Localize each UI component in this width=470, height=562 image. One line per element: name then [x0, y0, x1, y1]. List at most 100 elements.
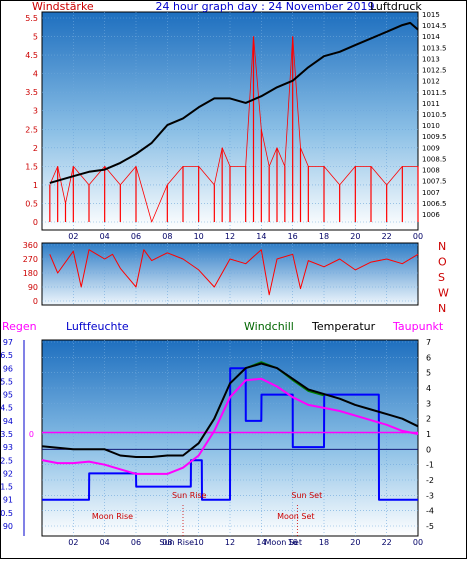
pressure-tick-label: 1013	[422, 55, 440, 63]
temperature-tick-label: 2	[426, 415, 431, 424]
time-tick-label: 18	[319, 538, 329, 547]
temperature-tick-label: 1	[426, 430, 431, 439]
temperature-tick-label: 0	[426, 445, 431, 454]
wind-force-tick-label: 0.5	[25, 199, 38, 208]
windchill-label: Windchill	[244, 320, 294, 333]
pressure-axis-title: Luftdruck	[370, 0, 422, 13]
humidity-tick-label: 93.5	[0, 430, 13, 439]
pressure-tick-label: 1010	[422, 122, 440, 130]
wind-direction-tick-label: 180	[23, 269, 38, 278]
humidity-tick-label: 95	[3, 391, 13, 400]
wind-force-tick-label: 1	[33, 181, 38, 190]
compass-label: W	[438, 287, 449, 300]
pressure-tick-label: 1014	[422, 33, 440, 41]
time-tick-label: 10	[194, 232, 204, 241]
time-tick-label: 20	[350, 232, 360, 241]
wind-force-tick-label: 4	[33, 70, 38, 79]
rain-axis-tick: 0	[29, 430, 34, 439]
compass-label: N	[438, 240, 446, 253]
time-tick-label: 16	[288, 232, 298, 241]
time-tick-label: 22	[382, 232, 392, 241]
temperature-label: Temperatur	[311, 320, 376, 333]
pressure-tick-label: 1015	[422, 11, 440, 19]
sun-moon-label: Sun Rise	[172, 491, 207, 500]
wind-pressure-time-axis: 02 04 06 08 10 12 14 16 18 20 22 00	[68, 232, 423, 241]
wind-direction-tick-label: 90	[28, 283, 38, 292]
humidity-tick-label: 97	[3, 338, 13, 347]
pressure-tick-label: 1012.5	[422, 67, 447, 75]
time-tick-label: 04	[100, 232, 110, 241]
temperature-tick-label: -4	[426, 507, 434, 516]
rain-label: Regen	[2, 320, 37, 333]
wind-direction-axis: 0 90 180 270 360	[23, 241, 38, 306]
time-tick-label: 06	[131, 232, 141, 241]
time-tick-label: 10	[194, 538, 204, 547]
humidity-tick-label: 91	[3, 496, 13, 505]
pressure-tick-label: 1009.5	[422, 133, 447, 141]
pressure-tick-label: 1011.5	[422, 89, 447, 97]
wind-force-tick-label: 4.5	[25, 51, 38, 60]
wind-force-tick-label: 5.5	[25, 14, 38, 23]
compass-label: N	[438, 302, 446, 315]
time-tick-label: 08	[162, 538, 172, 547]
wind-force-line	[49, 36, 418, 223]
sun-moon-label: Moon Set	[277, 512, 314, 521]
wind-pressure-marks	[49, 21, 419, 223]
temperature-tick-label: -5	[426, 522, 434, 531]
wind-force-tick-label: 0	[33, 218, 38, 227]
temperature-tick-label: -1	[426, 461, 434, 470]
time-tick-label: 02	[68, 538, 78, 547]
pressure-tick-label: 1007.5	[422, 178, 447, 186]
humidity-tick-label: 95.5	[0, 377, 13, 386]
wind-direction-line	[49, 249, 419, 296]
humidity-axis: 97 96.5 96 95.5 95 94.5 94 93.5 93 92.5 92 91.5 91 90…	[0, 338, 25, 536]
wind-force-tick-label: 2.5	[25, 125, 38, 134]
temperature-tick-label: 5	[426, 369, 431, 378]
sun-moon-label: Moon Rise	[92, 512, 133, 521]
pressure-tick-label: 1014.5	[422, 22, 447, 30]
time-tick-label: 04	[100, 538, 110, 547]
pressure-tick-label: 1007	[422, 189, 440, 197]
temperature-marks	[41, 361, 419, 501]
wind-force-axis-title: Windstärke	[32, 0, 94, 13]
time-tick-label: 22	[382, 538, 392, 547]
humidity-tick-label: 92	[3, 469, 13, 478]
wind-force-tick-label: 1.5	[25, 162, 38, 171]
humidity-tick-label: 92.5	[0, 456, 13, 465]
temperature-tick-label: 6	[426, 353, 431, 362]
sun-moon-annotations: Sun Rise Sun Set Moon Rise Moon Set Sun Rise…	[92, 491, 322, 547]
sun-moon-label: Sun Set	[291, 491, 322, 500]
time-tick-label: 12	[225, 538, 235, 547]
wind-direction-tick-label: 0	[33, 297, 38, 306]
humidity-label: Luftfeuchte	[66, 320, 129, 333]
pressure-tick-label: 1013.5	[422, 44, 447, 52]
time-tick-label: 14	[256, 538, 266, 547]
wind-force-tick-label: 5	[33, 33, 38, 42]
pressure-axis: 1006 1006.5 1007 1007.5 1008 1008.5 1009 1009.5…	[422, 11, 447, 219]
time-tick-label: 12	[225, 232, 235, 241]
temperature-axis: 7 6 5 4 3 2 1 0 -1 -2 -3 -4 -5	[426, 338, 434, 531]
wind-force-tick-label: 3	[33, 107, 38, 116]
sun-moon-label: Moon Set	[265, 538, 302, 547]
pressure-line	[49, 21, 419, 184]
pressure-tick-label: 1012	[422, 78, 440, 86]
time-tick-label: 02	[68, 232, 78, 241]
pressure-tick-label: 1008.5	[422, 155, 447, 163]
temperature-tick-label: -3	[426, 491, 434, 500]
temperature-time-axis: 02 04 06 08 10 12 14 16 18 20 22 00	[68, 538, 423, 547]
humidity-tick-label: 91.5	[0, 483, 13, 492]
pressure-tick-label: 1010.5	[422, 111, 447, 119]
temperature-tick-label: 4	[426, 384, 431, 393]
compass-label: O	[438, 256, 447, 269]
wind-force-axis: 0 0.5 1 1.5 2 2.5 3 3.5 4 4.5 5 5.5	[25, 14, 38, 227]
time-tick-label: 16	[288, 538, 298, 547]
pressure-tick-label: 1011	[422, 100, 440, 108]
pressure-tick-label: 1008	[422, 167, 440, 175]
wind-direction-marks	[49, 249, 419, 296]
temperature-line	[41, 362, 419, 458]
wind-direction-tick-label: 270	[23, 255, 38, 264]
pressure-tick-label: 1009	[422, 144, 440, 152]
humidity-tick-label: 90.5	[0, 509, 13, 518]
